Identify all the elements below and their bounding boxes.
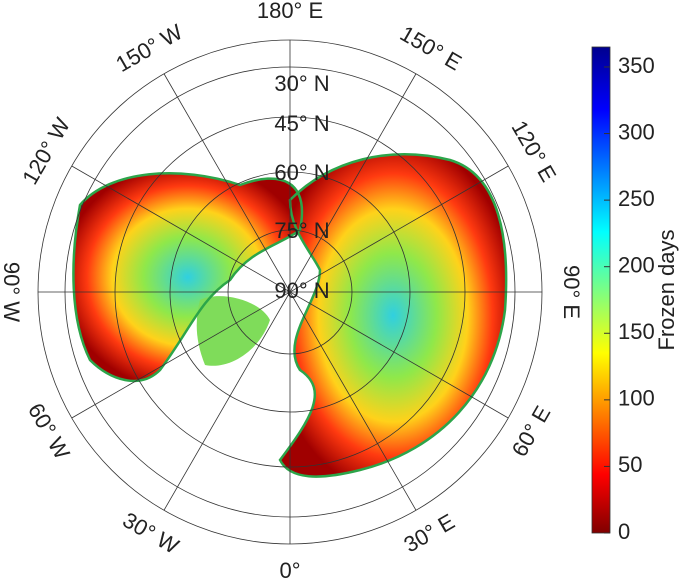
- longitude-label: 90° E: [559, 265, 584, 319]
- longitude-label: 60° E: [507, 401, 556, 460]
- colorbar-tick-label: 50: [618, 452, 642, 477]
- colorbar-label: Frozen days: [654, 229, 679, 350]
- longitude-label: 120° W: [17, 113, 75, 188]
- longitude-label: 180° E: [257, 0, 323, 23]
- latitude-label: 30° N: [274, 71, 329, 96]
- longitude-label: 150° W: [112, 19, 187, 77]
- polar-map: 180° E 150° E 120° E 90° E 60° E 30° E 0° 30° W…: [0, 0, 584, 583]
- land-eurasia: [280, 154, 507, 477]
- colorbar-tick-label: 0: [618, 519, 630, 544]
- latitude-label: 90° N: [274, 278, 329, 303]
- longitude-label: 90° W: [0, 262, 24, 322]
- colorbar-tick-label: 300: [618, 119, 655, 144]
- colorbar: Frozen days 0 50 100 150 200 250 300 350: [591, 46, 679, 544]
- land-greenland: [196, 296, 270, 366]
- land-north-america: [73, 173, 302, 381]
- colorbar-tick-label: 100: [618, 386, 655, 411]
- longitude-label: 0°: [279, 558, 300, 578]
- longitude-label: 150° E: [396, 21, 466, 76]
- colorbar-tick-label: 200: [618, 253, 655, 278]
- longitude-label: 30° W: [119, 507, 184, 559]
- meridian: [163, 73, 417, 511]
- colorbar-tick-label: 150: [618, 319, 655, 344]
- latitude-label: 45° N: [274, 111, 329, 136]
- latitude-label: 75° N: [274, 218, 329, 243]
- latitude-label: 60° N: [274, 160, 329, 185]
- coastline: [72, 153, 508, 478]
- colorbar-tick-label: 250: [618, 186, 655, 211]
- colorbar-tick-label: 350: [618, 53, 655, 78]
- colorbar-scale: [591, 46, 611, 534]
- longitude-label: 120° E: [507, 116, 562, 186]
- longitude-label: 30° E: [399, 509, 458, 558]
- longitude-label: 60° W: [23, 399, 75, 464]
